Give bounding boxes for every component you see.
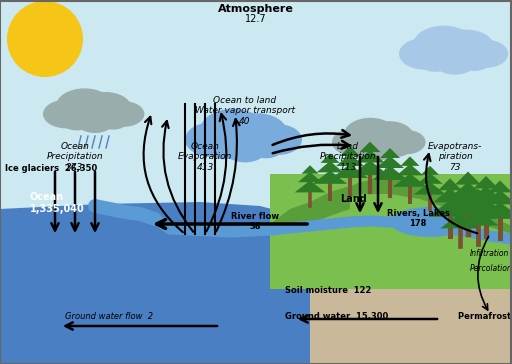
Polygon shape: [468, 186, 503, 201]
Polygon shape: [310, 178, 512, 234]
Ellipse shape: [463, 40, 508, 68]
Text: Infiltration: Infiltration: [470, 249, 509, 258]
Polygon shape: [414, 182, 446, 195]
Polygon shape: [376, 156, 404, 168]
Text: Ocean
Evaporation
413: Ocean Evaporation 413: [178, 142, 232, 172]
Ellipse shape: [227, 113, 287, 151]
Polygon shape: [400, 157, 419, 166]
Polygon shape: [372, 166, 408, 180]
Polygon shape: [466, 189, 489, 200]
Polygon shape: [417, 173, 442, 184]
Circle shape: [7, 1, 83, 77]
Polygon shape: [462, 198, 494, 212]
Polygon shape: [449, 193, 471, 204]
Text: 12.7: 12.7: [245, 14, 267, 24]
Polygon shape: [0, 269, 310, 364]
Text: Permafrost  22: Permafrost 22: [458, 312, 512, 321]
Text: River flow
38: River flow 38: [231, 212, 279, 232]
Text: Ground water flow  2: Ground water flow 2: [65, 312, 153, 321]
Polygon shape: [295, 181, 325, 193]
Text: Evapotrans-
piration
73: Evapotrans- piration 73: [428, 142, 482, 172]
Ellipse shape: [366, 121, 414, 151]
Ellipse shape: [98, 110, 129, 130]
Polygon shape: [317, 161, 344, 173]
Text: Soil moisture  122: Soil moisture 122: [285, 286, 371, 295]
Ellipse shape: [254, 124, 302, 155]
Text: Ocean to land
Water vapor transport
40: Ocean to land Water vapor transport 40: [195, 96, 295, 126]
Text: Percolation: Percolation: [470, 264, 512, 273]
Ellipse shape: [248, 135, 284, 158]
Polygon shape: [302, 165, 318, 174]
Ellipse shape: [413, 25, 475, 64]
Ellipse shape: [362, 137, 398, 160]
Ellipse shape: [382, 139, 411, 157]
Polygon shape: [0, 202, 310, 364]
Polygon shape: [421, 166, 439, 175]
Polygon shape: [433, 188, 467, 202]
Ellipse shape: [43, 100, 90, 128]
Ellipse shape: [75, 109, 115, 133]
Polygon shape: [483, 190, 512, 205]
Polygon shape: [351, 161, 389, 175]
Text: Atmosphere: Atmosphere: [218, 4, 294, 14]
Bar: [270, 174, 512, 289]
Polygon shape: [488, 181, 512, 193]
Polygon shape: [474, 176, 499, 189]
Ellipse shape: [399, 38, 450, 70]
Ellipse shape: [390, 207, 470, 237]
Polygon shape: [355, 150, 385, 163]
Polygon shape: [463, 198, 508, 216]
Text: Ocean
1,335,040: Ocean 1,335,040: [30, 192, 85, 214]
Ellipse shape: [185, 122, 239, 157]
Polygon shape: [429, 200, 472, 217]
Polygon shape: [321, 153, 339, 163]
Polygon shape: [455, 171, 481, 185]
Polygon shape: [444, 195, 492, 213]
Text: Ground water  15,300: Ground water 15,300: [285, 312, 388, 321]
Ellipse shape: [103, 101, 144, 127]
Polygon shape: [298, 172, 322, 182]
Text: Ocean
Precipitation
373: Ocean Precipitation 373: [47, 142, 103, 172]
Polygon shape: [397, 164, 423, 175]
Ellipse shape: [417, 49, 454, 72]
Ellipse shape: [434, 48, 476, 75]
Ellipse shape: [223, 134, 267, 162]
Ellipse shape: [348, 138, 379, 158]
Text: Rivers, Lakes
178: Rivers, Lakes 178: [387, 209, 450, 228]
Polygon shape: [270, 176, 512, 289]
Polygon shape: [438, 178, 462, 190]
Ellipse shape: [60, 110, 94, 130]
Polygon shape: [336, 154, 364, 166]
Ellipse shape: [438, 29, 494, 65]
Ellipse shape: [344, 118, 397, 151]
Polygon shape: [380, 148, 400, 158]
Polygon shape: [450, 182, 486, 198]
Text: Ice glaciers  26,350: Ice glaciers 26,350: [5, 164, 97, 173]
Ellipse shape: [458, 50, 492, 71]
Bar: [0, 289, 512, 364]
Polygon shape: [270, 186, 350, 229]
Ellipse shape: [200, 109, 266, 151]
Polygon shape: [457, 210, 499, 226]
Ellipse shape: [79, 92, 132, 124]
Polygon shape: [478, 202, 512, 219]
Polygon shape: [444, 202, 476, 215]
Ellipse shape: [387, 130, 425, 154]
Ellipse shape: [332, 128, 375, 156]
Polygon shape: [359, 142, 380, 152]
Text: Land
Precipitation
113: Land Precipitation 113: [319, 142, 376, 172]
Ellipse shape: [56, 88, 113, 124]
Polygon shape: [340, 146, 360, 156]
Polygon shape: [440, 213, 480, 228]
Text: Land: Land: [340, 194, 367, 204]
Polygon shape: [313, 170, 347, 184]
Ellipse shape: [204, 134, 244, 159]
Polygon shape: [393, 174, 427, 187]
Polygon shape: [332, 164, 368, 178]
